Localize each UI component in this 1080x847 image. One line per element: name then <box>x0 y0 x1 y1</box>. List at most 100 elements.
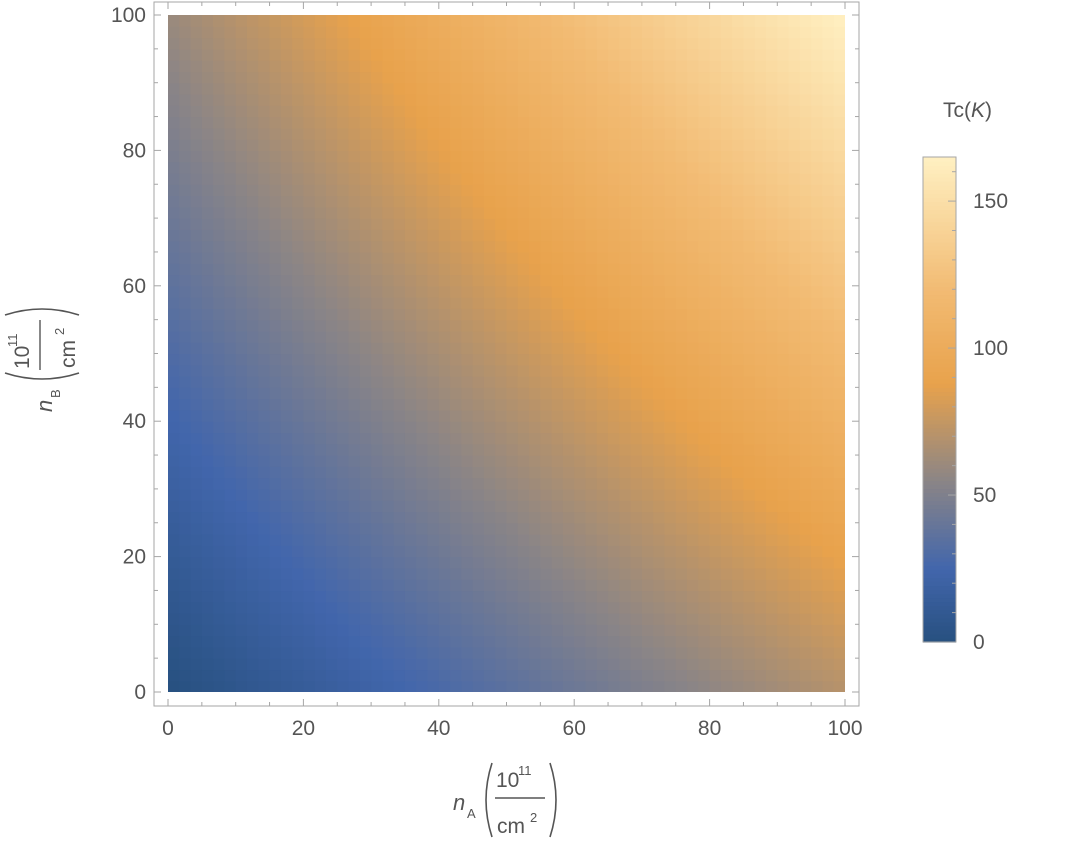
heatmap-cell <box>325 421 338 434</box>
heatmap-cell <box>766 579 778 592</box>
heatmap-cell <box>450 342 462 355</box>
heatmap-cell <box>551 353 564 366</box>
heatmap-cell <box>461 285 474 298</box>
heatmap-cell <box>292 477 304 490</box>
heatmap-cell <box>799 71 812 84</box>
heatmap-cell <box>438 376 451 388</box>
heatmap-cell <box>325 601 338 614</box>
heatmap-cell <box>371 161 383 174</box>
heatmap-cell <box>258 184 271 197</box>
heatmap-cell <box>348 71 361 84</box>
heatmap-cell <box>562 488 575 501</box>
heatmap-cell <box>709 364 722 377</box>
heatmap-cell <box>337 590 350 603</box>
heatmap-cell <box>438 398 451 411</box>
heatmap-cell <box>551 477 564 490</box>
heatmap-cell <box>687 409 699 422</box>
heatmap-cell <box>653 534 666 546</box>
heatmap-cell <box>224 534 237 546</box>
heatmap-cell <box>450 37 462 50</box>
heatmap-cell <box>269 669 282 682</box>
heatmap-cell <box>766 409 778 422</box>
heatmap-cell <box>754 172 767 185</box>
heatmap-cell <box>529 421 541 434</box>
heatmap-cell <box>224 342 237 355</box>
heatmap-cell <box>788 658 801 671</box>
heatmap-cell <box>280 274 293 287</box>
heatmap-cell <box>766 466 778 479</box>
heatmap-cell <box>754 229 767 242</box>
heatmap-cell <box>720 150 733 163</box>
heatmap-cell <box>540 511 553 524</box>
heatmap-cell <box>709 308 722 321</box>
heatmap-cell <box>822 466 835 479</box>
heatmap-cell <box>359 319 372 332</box>
heatmap-cell <box>596 342 609 355</box>
heatmap-cell <box>619 522 632 535</box>
heatmap-cell <box>495 421 508 434</box>
colorbar-segment <box>923 557 956 562</box>
heatmap-cell <box>213 432 226 445</box>
heatmap-cell <box>664 443 677 456</box>
colorbar-segment <box>923 472 956 477</box>
heatmap-cell <box>404 545 417 558</box>
heatmap-cell <box>517 308 530 321</box>
heatmap-cell <box>280 669 293 682</box>
heatmap-cell <box>258 477 271 490</box>
heatmap-cell <box>292 624 304 637</box>
heatmap-cell <box>201 522 214 535</box>
heatmap-cell <box>506 37 519 50</box>
heatmap-cell <box>303 488 316 501</box>
colorbar-segment <box>923 314 956 320</box>
heatmap-cell <box>495 376 508 388</box>
heatmap-cell <box>224 319 237 332</box>
heatmap-cell <box>269 488 282 501</box>
heatmap-cell <box>732 567 745 580</box>
heatmap-cell <box>653 172 666 185</box>
heatmap-cell <box>235 263 248 276</box>
heatmap-cell <box>269 48 282 61</box>
heatmap-cell <box>280 409 293 422</box>
heatmap-cell <box>799 522 812 535</box>
heatmap-cell <box>416 534 429 546</box>
heatmap-cell <box>574 669 587 682</box>
heatmap-cell <box>461 60 474 73</box>
heatmap-cell <box>359 635 372 648</box>
heatmap-cell <box>619 455 632 467</box>
heatmap-cell <box>246 274 259 287</box>
heatmap-cell <box>337 195 350 208</box>
heatmap-cell <box>596 105 609 118</box>
heatmap-cell <box>687 308 699 321</box>
heatmap-cell <box>732 195 745 208</box>
heatmap-cell <box>562 93 575 106</box>
heatmap-cell <box>788 229 801 242</box>
heatmap-cell <box>179 105 192 118</box>
heatmap-cell <box>562 37 575 50</box>
heatmap-cell <box>495 545 508 558</box>
heatmap-cell <box>551 240 564 253</box>
heatmap-cell <box>404 218 417 230</box>
heatmap-cell <box>246 308 259 321</box>
heatmap-cell <box>596 229 609 242</box>
heatmap-cell <box>348 364 361 377</box>
heatmap-cell <box>664 251 677 264</box>
heatmap-cell <box>517 443 530 456</box>
heatmap-cell <box>709 522 722 535</box>
heatmap-cell <box>382 567 395 580</box>
heatmap-cell <box>529 364 541 377</box>
heatmap-cell <box>292 545 304 558</box>
heatmap-cell <box>675 658 688 671</box>
heatmap-cell <box>833 116 845 129</box>
heatmap-cell <box>359 26 372 39</box>
heatmap-cell <box>517 116 530 129</box>
heatmap-cell <box>438 545 451 558</box>
heatmap-cell <box>258 545 271 558</box>
heatmap-cell <box>698 488 711 501</box>
heatmap-cell <box>371 500 383 513</box>
heatmap-cell <box>450 127 462 140</box>
heatmap-cell <box>393 218 406 230</box>
heatmap-cell <box>337 421 350 434</box>
heatmap-cell <box>246 409 259 422</box>
heatmap-cell <box>822 567 835 580</box>
heatmap-cell <box>438 353 451 366</box>
